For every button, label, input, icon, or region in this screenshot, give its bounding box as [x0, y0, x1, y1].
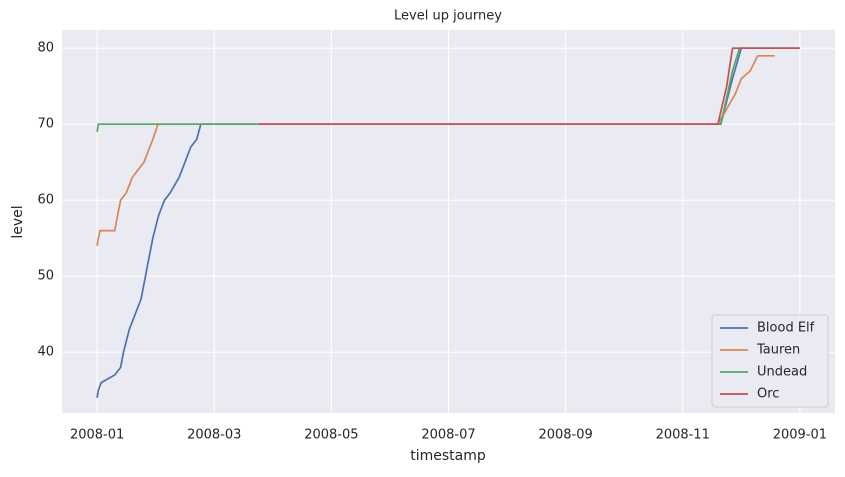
series-line: [96, 54, 775, 246]
x-tick-label: 2008-03: [187, 428, 241, 443]
y-tick-label: 80: [37, 41, 54, 56]
legend-label: Orc: [757, 387, 779, 402]
y-axis-label: level: [10, 205, 26, 238]
x-tick-label: 2008-05: [304, 428, 358, 443]
y-tick-label: 40: [37, 345, 54, 360]
series-line: [258, 47, 800, 126]
x-tick-label: 2008-11: [656, 428, 710, 443]
y-tick-label: 70: [37, 117, 54, 132]
chart-title: Level up journey: [394, 9, 502, 24]
x-axis-label: timestamp: [410, 448, 486, 464]
x-tick-label: 2008-09: [538, 428, 592, 443]
y-tick-label: 50: [37, 269, 54, 284]
x-tick-label: 2008-07: [421, 428, 475, 443]
x-tick-label: 2009-01: [773, 428, 827, 443]
legend-label: Undead: [757, 365, 807, 380]
legend-label: Blood Elf: [757, 321, 815, 336]
legend-label: Tauren: [756, 343, 800, 358]
y-tick-label: 60: [37, 193, 54, 208]
legend-box: [711, 314, 829, 408]
x-tick-label: 2008-01: [70, 428, 124, 443]
